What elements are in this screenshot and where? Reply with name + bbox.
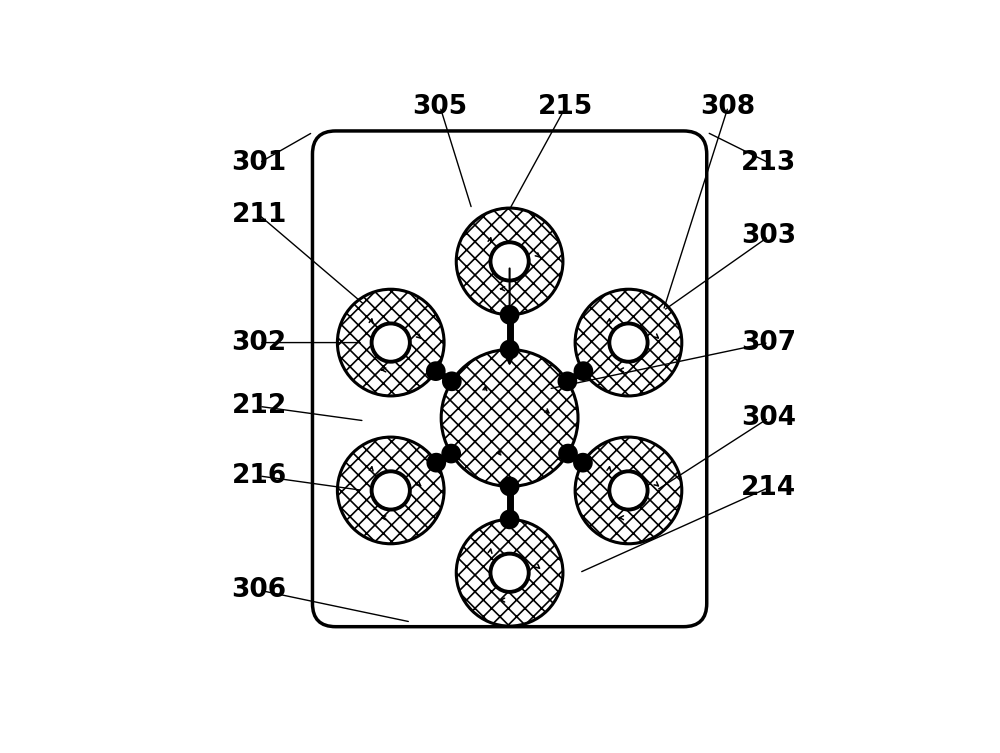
Circle shape [372,324,410,361]
Text: 305: 305 [412,93,468,120]
Circle shape [558,444,578,463]
Circle shape [575,289,682,396]
Text: 308: 308 [701,93,756,120]
Text: 301: 301 [231,150,287,176]
Circle shape [426,361,446,381]
Circle shape [609,471,648,510]
Circle shape [372,471,410,510]
Text: 304: 304 [741,405,796,431]
Circle shape [456,208,563,315]
Circle shape [609,324,648,361]
Text: 303: 303 [741,224,796,249]
Text: 307: 307 [741,330,796,355]
Circle shape [574,361,593,381]
FancyBboxPatch shape [312,131,707,626]
Text: 216: 216 [231,463,287,489]
Circle shape [558,371,577,391]
Circle shape [337,289,444,396]
Text: 302: 302 [232,330,287,355]
Circle shape [500,340,519,359]
Circle shape [442,371,462,391]
Circle shape [500,477,519,496]
Circle shape [456,520,563,626]
Circle shape [500,305,519,325]
Circle shape [490,553,529,592]
Text: 213: 213 [741,150,796,176]
Text: 211: 211 [231,202,287,228]
Text: 306: 306 [232,577,287,603]
Circle shape [441,349,578,486]
Circle shape [337,437,444,544]
Circle shape [575,437,682,544]
Text: 215: 215 [538,93,593,120]
Circle shape [490,242,529,281]
Circle shape [426,453,446,473]
Circle shape [500,510,519,529]
Text: 212: 212 [231,393,287,419]
Text: 214: 214 [741,474,796,501]
Circle shape [573,453,593,473]
Circle shape [441,444,461,463]
